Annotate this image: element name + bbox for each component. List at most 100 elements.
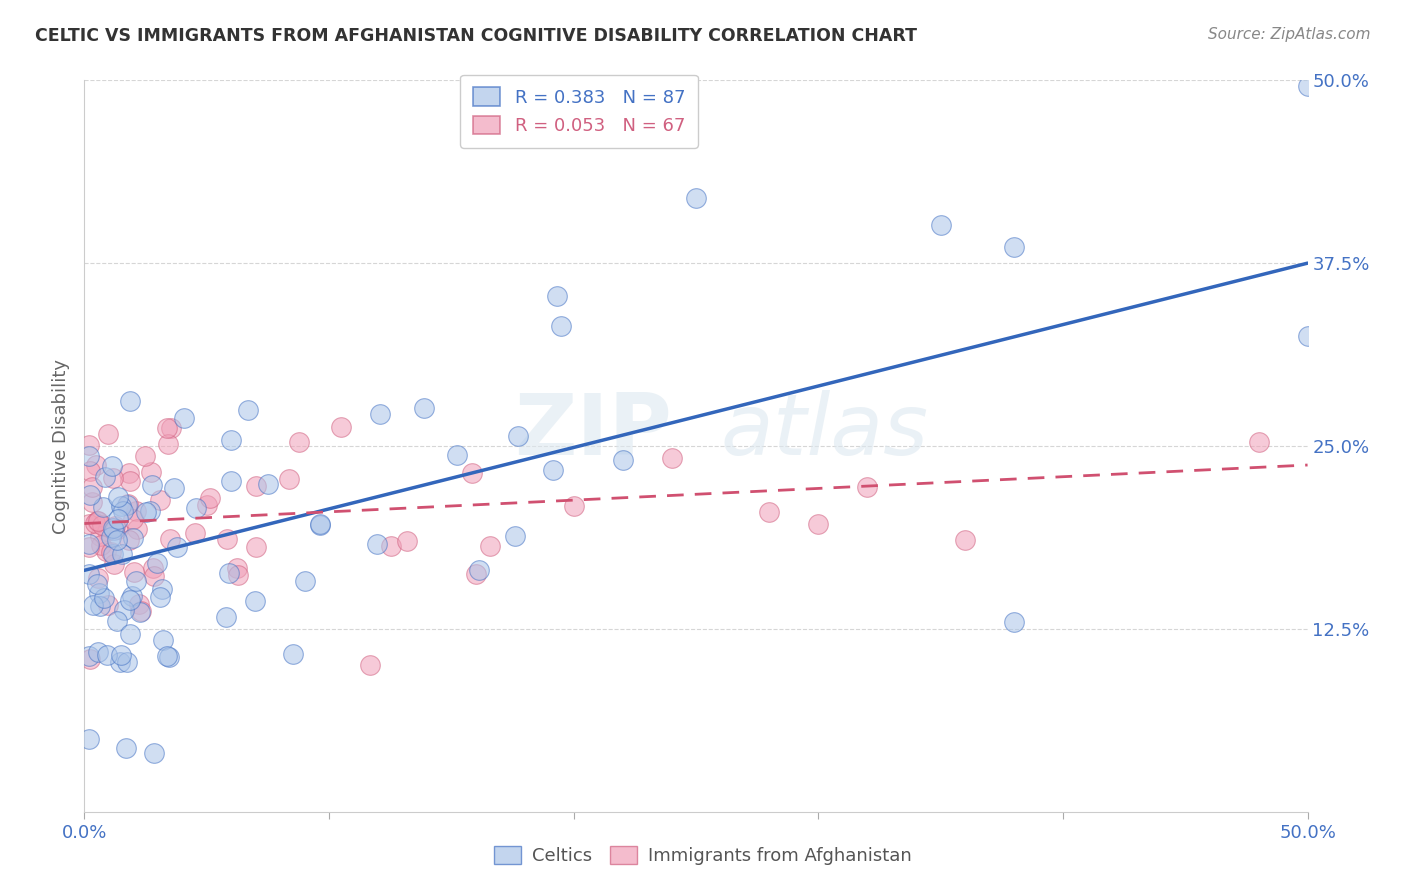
Point <box>395 533 418 548</box>
Point <box>125 504 148 518</box>
Point <box>166 540 188 554</box>
Point <box>550 318 572 333</box>
Point <box>100 530 122 544</box>
Point <box>143 568 166 582</box>
Point <box>104 518 127 533</box>
Point <box>953 533 976 547</box>
Point <box>1247 434 1270 449</box>
Point <box>1296 329 1319 343</box>
Point <box>134 449 156 463</box>
Point <box>87 514 110 528</box>
Point <box>115 498 138 512</box>
Point <box>103 557 125 571</box>
Point <box>83 516 105 530</box>
Point <box>380 539 402 553</box>
Point <box>1296 79 1319 94</box>
Point <box>93 500 115 514</box>
Point <box>142 746 165 760</box>
Point <box>111 504 134 518</box>
Point <box>152 632 174 647</box>
Point <box>309 517 332 532</box>
Point <box>122 565 145 579</box>
Point <box>141 465 163 479</box>
Point <box>77 449 100 463</box>
Point <box>226 568 249 582</box>
Point <box>79 488 101 502</box>
Point <box>256 477 278 491</box>
Point <box>100 545 122 559</box>
Point <box>77 517 100 532</box>
Point <box>198 491 221 505</box>
Point <box>101 459 124 474</box>
Point <box>118 593 141 607</box>
Point <box>135 505 157 519</box>
Point <box>281 647 304 661</box>
Point <box>506 428 529 442</box>
Point <box>612 453 634 467</box>
Point <box>359 658 381 673</box>
Point <box>97 426 120 441</box>
Point <box>368 407 391 421</box>
Text: atlas: atlas <box>720 390 928 473</box>
Point <box>461 466 484 480</box>
Point <box>87 571 110 585</box>
Point <box>111 547 134 561</box>
Point <box>107 490 129 504</box>
Y-axis label: Cognitive Disability: Cognitive Disability <box>52 359 70 533</box>
Point <box>546 289 568 303</box>
Point <box>294 574 316 588</box>
Point <box>184 525 207 540</box>
Point <box>1002 615 1025 629</box>
Point <box>118 466 141 480</box>
Point <box>122 512 145 526</box>
Point <box>173 411 195 425</box>
Point <box>77 732 100 747</box>
Point <box>807 517 830 532</box>
Point <box>243 594 266 608</box>
Point <box>156 648 179 663</box>
Point <box>122 531 145 545</box>
Point <box>118 475 141 489</box>
Point <box>114 741 136 756</box>
Point <box>89 529 111 543</box>
Text: ZIP: ZIP <box>513 390 672 473</box>
Point <box>93 591 115 606</box>
Point <box>125 522 148 536</box>
Point <box>89 599 111 614</box>
Point <box>125 574 148 589</box>
Point <box>79 652 101 666</box>
Legend: Celtics, Immigrants from Afghanistan: Celtics, Immigrants from Afghanistan <box>485 837 921 874</box>
Point <box>105 533 128 548</box>
Point <box>86 514 108 528</box>
Point <box>77 540 100 554</box>
Point <box>218 566 240 581</box>
Point <box>77 567 100 582</box>
Point <box>156 437 179 451</box>
Point <box>103 524 125 538</box>
Point <box>468 563 491 577</box>
Point <box>163 481 186 495</box>
Point <box>101 471 124 485</box>
Point <box>118 393 141 408</box>
Point <box>115 655 138 669</box>
Point <box>157 649 180 664</box>
Point <box>146 556 169 570</box>
Point <box>118 626 141 640</box>
Point <box>309 518 332 533</box>
Point <box>413 401 436 416</box>
Point <box>221 474 243 488</box>
Point <box>141 478 163 492</box>
Point <box>543 463 565 477</box>
Point <box>149 493 172 508</box>
Point <box>117 497 139 511</box>
Point <box>215 609 238 624</box>
Point <box>87 585 110 599</box>
Point <box>184 501 207 516</box>
Point <box>82 598 104 612</box>
Point <box>245 540 267 554</box>
Point <box>108 655 131 669</box>
Point <box>236 403 259 417</box>
Point <box>139 504 162 518</box>
Point <box>142 561 165 575</box>
Point <box>287 435 309 450</box>
